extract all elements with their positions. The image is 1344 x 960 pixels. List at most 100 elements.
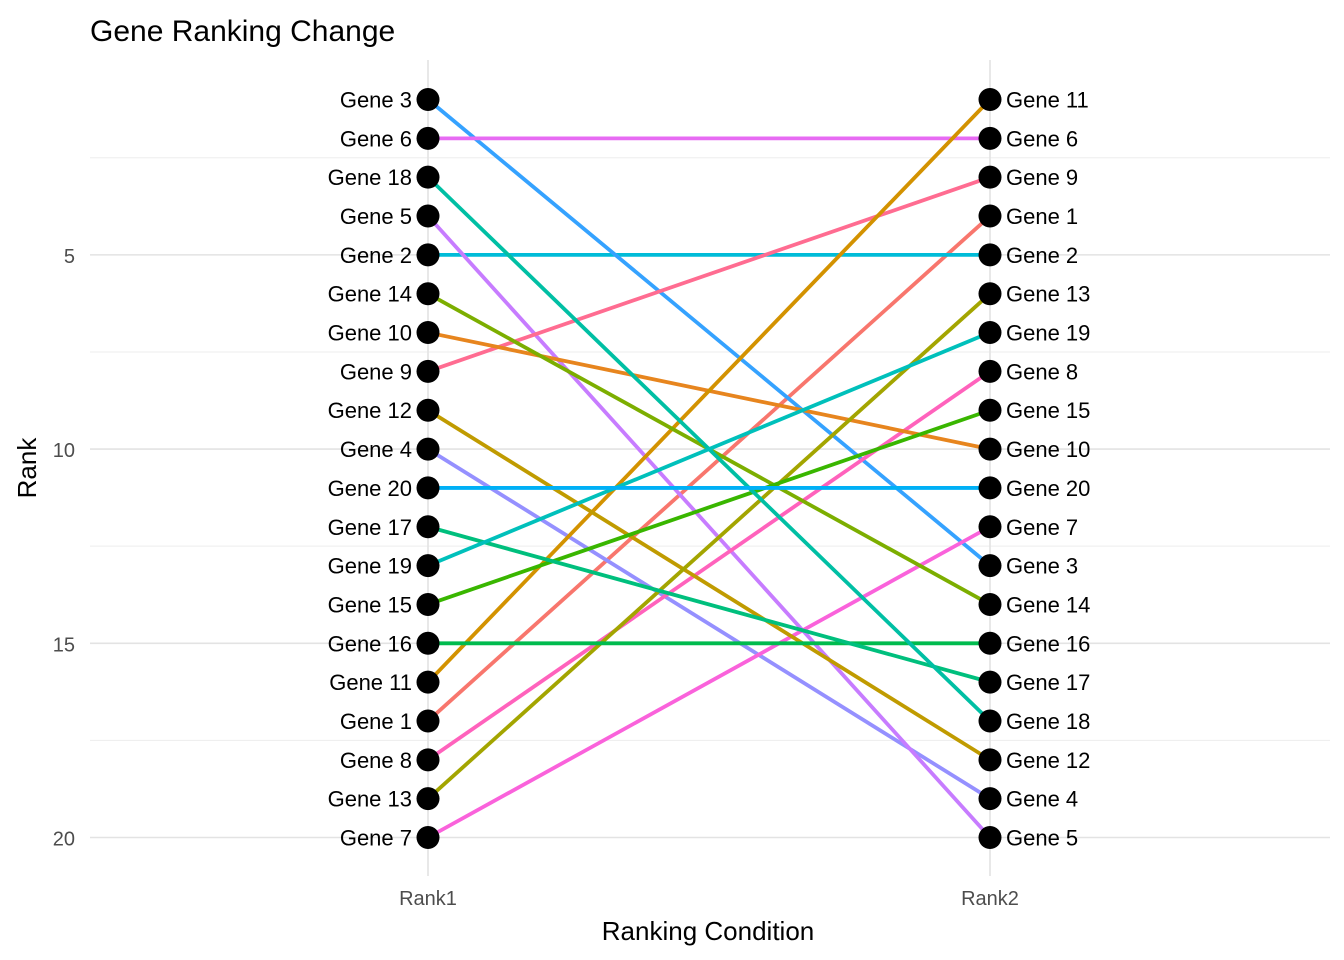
point-label: Gene 12 — [1006, 748, 1090, 773]
series-line — [427, 175, 991, 374]
data-point — [416, 592, 440, 616]
point-label: Gene 19 — [328, 554, 412, 579]
series-line — [426, 292, 992, 801]
data-point — [416, 88, 440, 111]
data-point — [416, 787, 440, 811]
x-tick-label: Rank2 — [961, 888, 1019, 910]
series-line — [426, 98, 992, 684]
series-lines — [426, 98, 992, 840]
point-label: Gene 7 — [340, 826, 412, 851]
point-label: Gene 14 — [1006, 592, 1090, 617]
data-point — [416, 398, 440, 422]
point-label: Gene 9 — [340, 359, 412, 384]
data-point — [978, 165, 1002, 189]
y-tick-label: 20 — [53, 829, 75, 851]
data-point — [978, 359, 1002, 383]
point-label: Gene 2 — [340, 243, 412, 268]
point-label: Gene 10 — [1006, 437, 1090, 462]
data-point — [978, 243, 1002, 267]
data-point — [416, 282, 440, 306]
point-label: Gene 6 — [1006, 126, 1078, 151]
point-label: Gene 3 — [1006, 554, 1078, 579]
y-axis-ticks: 5 10 15 20 — [53, 246, 75, 851]
point-label: Gene 17 — [328, 515, 412, 540]
series-line — [427, 408, 991, 607]
y-axis-label: Rank — [12, 437, 42, 499]
series-line — [427, 525, 991, 840]
point-label: Gene 8 — [1006, 359, 1078, 384]
data-point — [416, 321, 440, 345]
y-tick-label: 10 — [53, 440, 75, 462]
data-point — [978, 476, 1002, 500]
point-label: Gene 12 — [328, 398, 412, 423]
point-label: Gene 5 — [1006, 826, 1078, 851]
point-label: Gene 7 — [1006, 515, 1078, 540]
point-label: Gene 15 — [1006, 398, 1090, 423]
point-label: Gene 8 — [340, 748, 412, 773]
data-point — [978, 670, 1002, 694]
data-points — [416, 88, 1002, 849]
point-label: Gene 18 — [1006, 709, 1090, 734]
series-line — [426, 98, 992, 568]
point-label: Gene 13 — [1006, 282, 1090, 307]
series-line — [427, 330, 991, 568]
data-point — [978, 748, 1002, 772]
data-point — [416, 359, 440, 383]
data-point — [416, 709, 440, 733]
point-label: Gene 1 — [340, 709, 412, 734]
point-label: Gene 18 — [328, 165, 412, 190]
x-tick-label: Rank1 — [399, 888, 457, 910]
point-label: Gene 20 — [328, 476, 412, 501]
data-point — [978, 826, 1002, 849]
data-point — [978, 709, 1002, 733]
point-label: Gene 15 — [328, 592, 412, 617]
y-tick-label: 5 — [64, 246, 75, 268]
point-label: Gene 16 — [1006, 631, 1090, 656]
data-point — [416, 126, 440, 150]
point-label: Gene 14 — [328, 282, 412, 307]
point-label: Gene 4 — [1006, 787, 1078, 812]
data-point — [416, 476, 440, 500]
data-point — [416, 165, 440, 189]
series-line — [426, 408, 992, 762]
data-point — [416, 554, 440, 578]
x-axis-label: Ranking Condition — [602, 916, 814, 946]
point-label: Gene 11 — [329, 670, 412, 695]
data-point — [978, 437, 1002, 461]
point-label: Gene 19 — [1006, 321, 1090, 346]
data-point — [978, 321, 1002, 345]
point-label: Gene 6 — [340, 126, 412, 151]
data-point — [416, 748, 440, 772]
series-line — [427, 524, 991, 684]
series-line — [426, 214, 992, 839]
point-label: Gene 1 — [1006, 204, 1078, 229]
series-line — [426, 447, 992, 801]
series-line — [426, 369, 992, 762]
point-label: Gene 17 — [1006, 670, 1090, 695]
data-point — [978, 88, 1002, 111]
point-label: Gene 10 — [328, 321, 412, 346]
point-label: Gene 4 — [340, 437, 412, 462]
chart-title: Gene Ranking Change — [90, 15, 395, 48]
point-label: Gene 2 — [1006, 243, 1078, 268]
point-label: Gene 3 — [340, 88, 412, 113]
data-point — [978, 398, 1002, 422]
point-label: Gene 20 — [1006, 476, 1090, 501]
point-label: Gene 13 — [328, 787, 412, 812]
data-point — [978, 592, 1002, 616]
data-point — [978, 126, 1002, 150]
data-point — [416, 670, 440, 694]
data-point — [416, 515, 440, 539]
point-label: Gene 9 — [1006, 165, 1078, 190]
point-label: Gene 5 — [340, 204, 412, 229]
point-label: Gene 16 — [328, 631, 412, 656]
data-point — [416, 204, 440, 228]
data-point — [978, 515, 1002, 539]
series-line — [426, 214, 992, 723]
data-point — [416, 631, 440, 655]
data-point — [978, 204, 1002, 228]
data-point — [416, 243, 440, 267]
data-point — [978, 631, 1002, 655]
gene-labels: Gene 1 Gene 1 Gene 2 Gene 2 Gene 3 Gene 3 Gene… — [328, 88, 1091, 851]
